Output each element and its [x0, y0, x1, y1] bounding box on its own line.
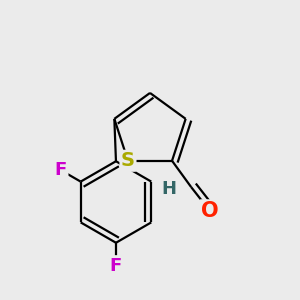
Text: S: S: [121, 151, 135, 170]
Text: F: F: [55, 161, 67, 179]
Text: O: O: [201, 201, 219, 221]
Text: H: H: [161, 180, 176, 198]
Text: F: F: [110, 256, 122, 274]
